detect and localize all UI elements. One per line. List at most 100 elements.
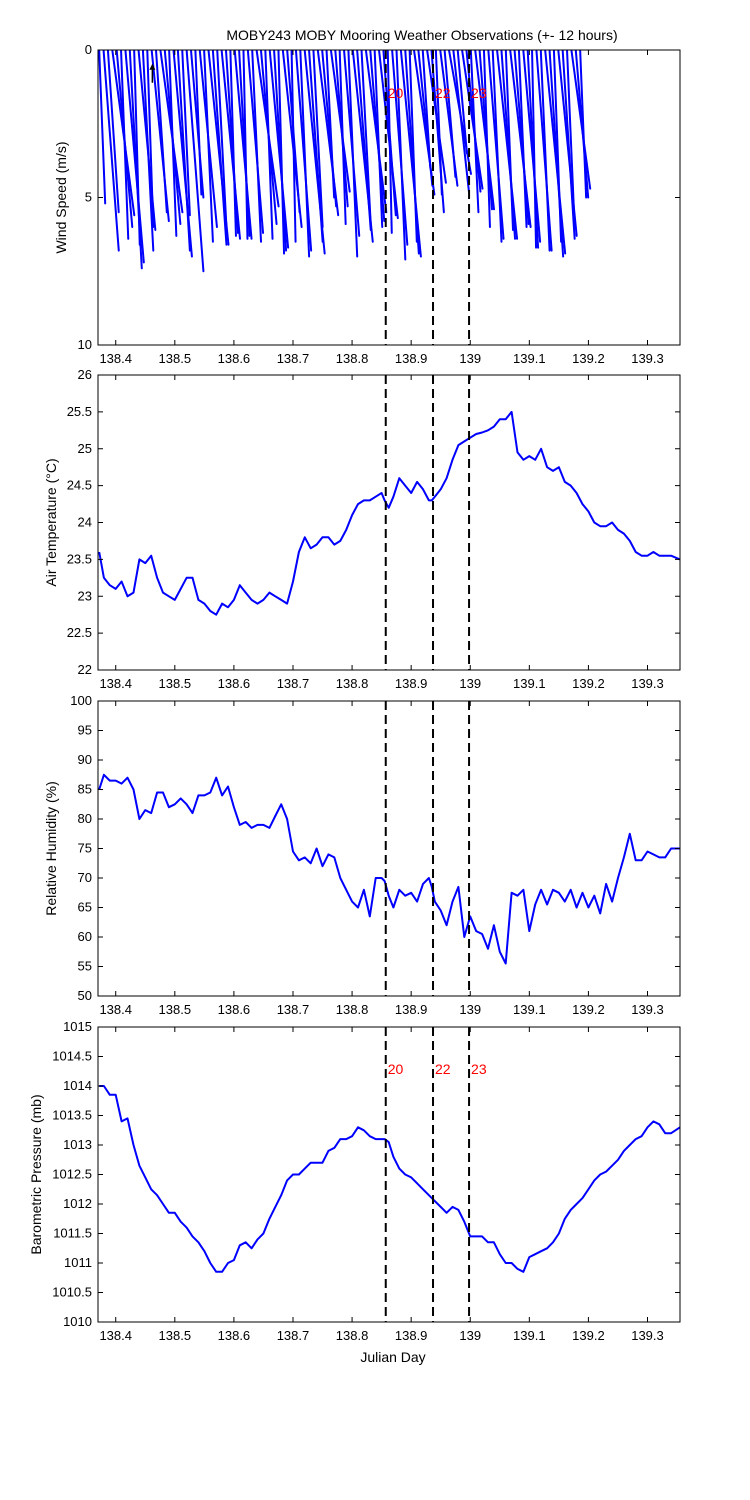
- x-tick-label: 138.8: [336, 1328, 369, 1343]
- wind-vector: [194, 50, 203, 196]
- x-tick-label: 139.1: [513, 351, 546, 366]
- y-tick-label: 0: [85, 42, 92, 57]
- y-tick-label: 1011: [64, 1255, 92, 1270]
- air-temperature-y-axis-label: Air Temperature (°C): [43, 458, 59, 586]
- y-tick-label: 10: [78, 337, 92, 352]
- wind-vector: [133, 50, 141, 246]
- wind-vector: [290, 50, 297, 243]
- x-tick-label: 138.9: [395, 351, 428, 366]
- wind-vector: [487, 50, 505, 240]
- wind-vector: [251, 50, 263, 243]
- wind-vector: [421, 50, 432, 169]
- barometric-pressure-series-line: [99, 1085, 680, 1273]
- event-marker-label: 23: [471, 1061, 487, 1077]
- x-tick-label: 139: [459, 351, 481, 366]
- relative-humidity-data: [98, 773, 680, 965]
- y-tick-label: 25: [78, 441, 92, 456]
- air-temperature-data: [98, 410, 680, 616]
- wind-vector: [155, 50, 168, 214]
- wind-vector: [369, 50, 386, 223]
- wind-vector: [312, 50, 324, 228]
- relative-humidity-panel: 138.4 138.5 138.6 138.7 138.8 138.9 139 139.1 13…: [43, 693, 681, 1017]
- air-temperature-series-line: [98, 410, 680, 616]
- wind-vector: [102, 50, 120, 252]
- event-marker-label: 20: [388, 1061, 404, 1077]
- wind-vector: [504, 50, 515, 231]
- wind-vector: [461, 50, 484, 190]
- y-tick-label: 26: [78, 367, 92, 382]
- y-tick-label: 1013.5: [52, 1108, 92, 1123]
- y-tick-label: 1012: [63, 1196, 92, 1211]
- y-tick-label: 1012.5: [52, 1167, 92, 1182]
- x-tick-label: 139.3: [631, 351, 664, 366]
- x-tick-label: 138.5: [159, 1002, 192, 1017]
- x-tick-label: 138.4: [99, 1328, 132, 1343]
- wind-vector: [238, 50, 251, 237]
- wind-vector: [325, 50, 336, 199]
- x-tick-label: 138.9: [395, 1328, 428, 1343]
- wind-vector: [469, 50, 480, 214]
- y-tick-label: 50: [78, 988, 92, 1003]
- wind-vector: [273, 50, 288, 252]
- x-tick-label: 138.6: [218, 1328, 251, 1343]
- wind-vector: [168, 50, 178, 237]
- wind-vector: [482, 50, 491, 228]
- y-tick-label: 65: [78, 900, 92, 915]
- x-tick-label: 138.6: [218, 1002, 251, 1017]
- relative-humidity-series-line: [98, 773, 680, 965]
- barometric-pressure-panel: 20 22 23 138.4 138.5 138.6 138.7 138.8 138.9 139 1…: [28, 1019, 681, 1343]
- air-temperature-panel: 138.4 138.5 138.6 138.7 138.8 138.9 139 139.1 13…: [43, 367, 681, 691]
- wind-annotation-arrowhead: [149, 63, 156, 70]
- wind-vector: [579, 50, 588, 199]
- wind-vector: [452, 50, 470, 193]
- wind-vector: [443, 50, 457, 178]
- x-tick-label: 138.7: [277, 351, 310, 366]
- y-tick-label: 1014.5: [52, 1049, 92, 1064]
- x-tick-label: 139.1: [513, 676, 546, 691]
- y-tick-label: 70: [78, 870, 92, 885]
- x-tick-label: 139: [459, 676, 481, 691]
- x-tick-label: 138.4: [99, 1002, 132, 1017]
- x-tick-label: 138.4: [99, 351, 132, 366]
- wind-vector: [216, 50, 228, 228]
- x-tick-label: 138.7: [277, 1002, 310, 1017]
- wind-vector: [211, 50, 228, 246]
- wind-vector: [373, 50, 384, 228]
- x-tick-label: 139.3: [631, 1328, 664, 1343]
- y-tick-label: 24: [78, 515, 92, 530]
- wind-vector: [347, 50, 359, 258]
- x-tick-label: 139: [459, 1328, 481, 1343]
- wind-vector: [531, 50, 538, 249]
- wind-y-axis-label: Wind Speed (m/s): [53, 141, 69, 253]
- x-tick-label: 139.2: [572, 1002, 605, 1017]
- wind-vector: [146, 50, 155, 228]
- x-tick-label: 139.1: [513, 1002, 546, 1017]
- x-tick-label: 138.6: [218, 676, 251, 691]
- wind-vector: [539, 50, 551, 252]
- x-tick-label: 138.4: [99, 676, 132, 691]
- wind-vector: [308, 50, 324, 243]
- x-tick-label: 138.6: [218, 351, 251, 366]
- event-marker-label: 22: [435, 1061, 451, 1077]
- y-tick-label: 1013: [63, 1137, 92, 1152]
- wind-vector: [386, 50, 393, 234]
- x-tick-label: 138.7: [277, 1328, 310, 1343]
- figure-title: MOBY243 MOBY Mooring Weather Observation…: [226, 27, 617, 43]
- y-tick-label: 24.5: [67, 478, 92, 493]
- y-tick-label: 1010: [63, 1314, 92, 1329]
- x-tick-label: 139: [459, 1002, 481, 1017]
- y-tick-label: 80: [78, 811, 92, 826]
- x-tick-label: 139.3: [631, 676, 664, 691]
- wind-vector: [299, 50, 311, 258]
- wind-vector: [491, 50, 503, 243]
- wind-data: [98, 50, 592, 273]
- x-tick-label: 138.8: [336, 676, 369, 691]
- x-tick-label: 138.5: [159, 351, 192, 366]
- wind-vector: [566, 50, 576, 228]
- event-marker-label: 23: [471, 85, 487, 101]
- wind-vector: [338, 50, 347, 226]
- x-tick-label: 138.7: [277, 676, 310, 691]
- wind-vector: [517, 50, 528, 228]
- wind-vector: [203, 50, 214, 243]
